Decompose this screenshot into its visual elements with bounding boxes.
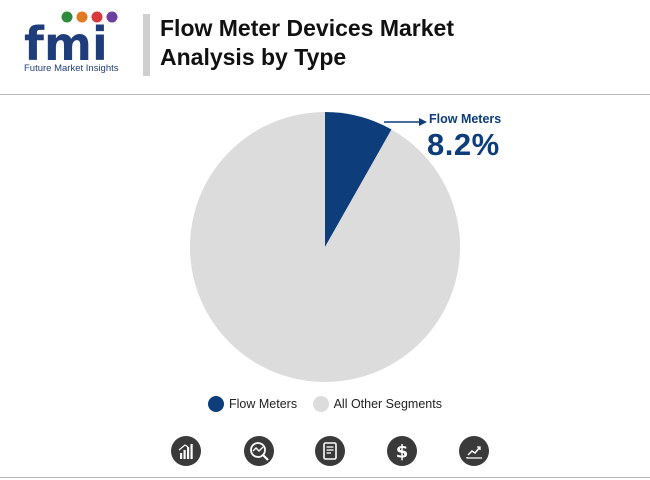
title-accent-bar bbox=[143, 14, 150, 76]
chart-legend: Flow Meters All Other Segments bbox=[0, 396, 650, 418]
callout-label: Flow Meters bbox=[429, 112, 502, 126]
logo-subtitle: Future Market Insights bbox=[24, 63, 119, 74]
legend-swatch-all-other-segments bbox=[312, 396, 329, 412]
legend-item-flow-meters: Flow Meters bbox=[208, 396, 297, 412]
callout-value: 8.2% bbox=[427, 127, 500, 162]
pie-slices bbox=[189, 112, 460, 383]
fmi-logo-mark: fmi bbox=[24, 11, 118, 71]
title-line-2: Analysis by Type bbox=[160, 44, 347, 70]
legend-label-flow-meters: Flow Meters bbox=[229, 397, 298, 411]
pie-slice-all-other-segments bbox=[189, 112, 460, 383]
footer-icon-row: $ bbox=[0, 436, 650, 470]
pie-slice-flow-meters bbox=[325, 112, 392, 247]
bar-chart-icon bbox=[171, 436, 201, 466]
line-chart-icon bbox=[459, 436, 489, 466]
header-divider bbox=[0, 94, 650, 95]
dollar-icon: $ bbox=[387, 436, 417, 466]
header: fmi Future Market Insights Flow Meter De… bbox=[0, 0, 650, 95]
legend-item-all-other-segments: All Other Segments bbox=[312, 396, 442, 412]
trend-search-icon bbox=[244, 436, 274, 466]
page-title: Flow Meter Devices Market Analysis by Ty… bbox=[160, 14, 560, 72]
fmi-logo: fmi Future Market Insights bbox=[22, 10, 132, 80]
legend-label-all-other-segments: All Other Segments bbox=[333, 397, 442, 411]
svg-text:$: $ bbox=[396, 442, 409, 463]
footer-divider bbox=[0, 477, 650, 478]
title-line-1: Flow Meter Devices Market bbox=[160, 15, 455, 41]
logo-text: fmi bbox=[24, 17, 108, 65]
legend-swatch-flow-meters bbox=[208, 396, 225, 412]
callout-arrow-head bbox=[419, 118, 427, 126]
document-icon bbox=[315, 436, 345, 466]
